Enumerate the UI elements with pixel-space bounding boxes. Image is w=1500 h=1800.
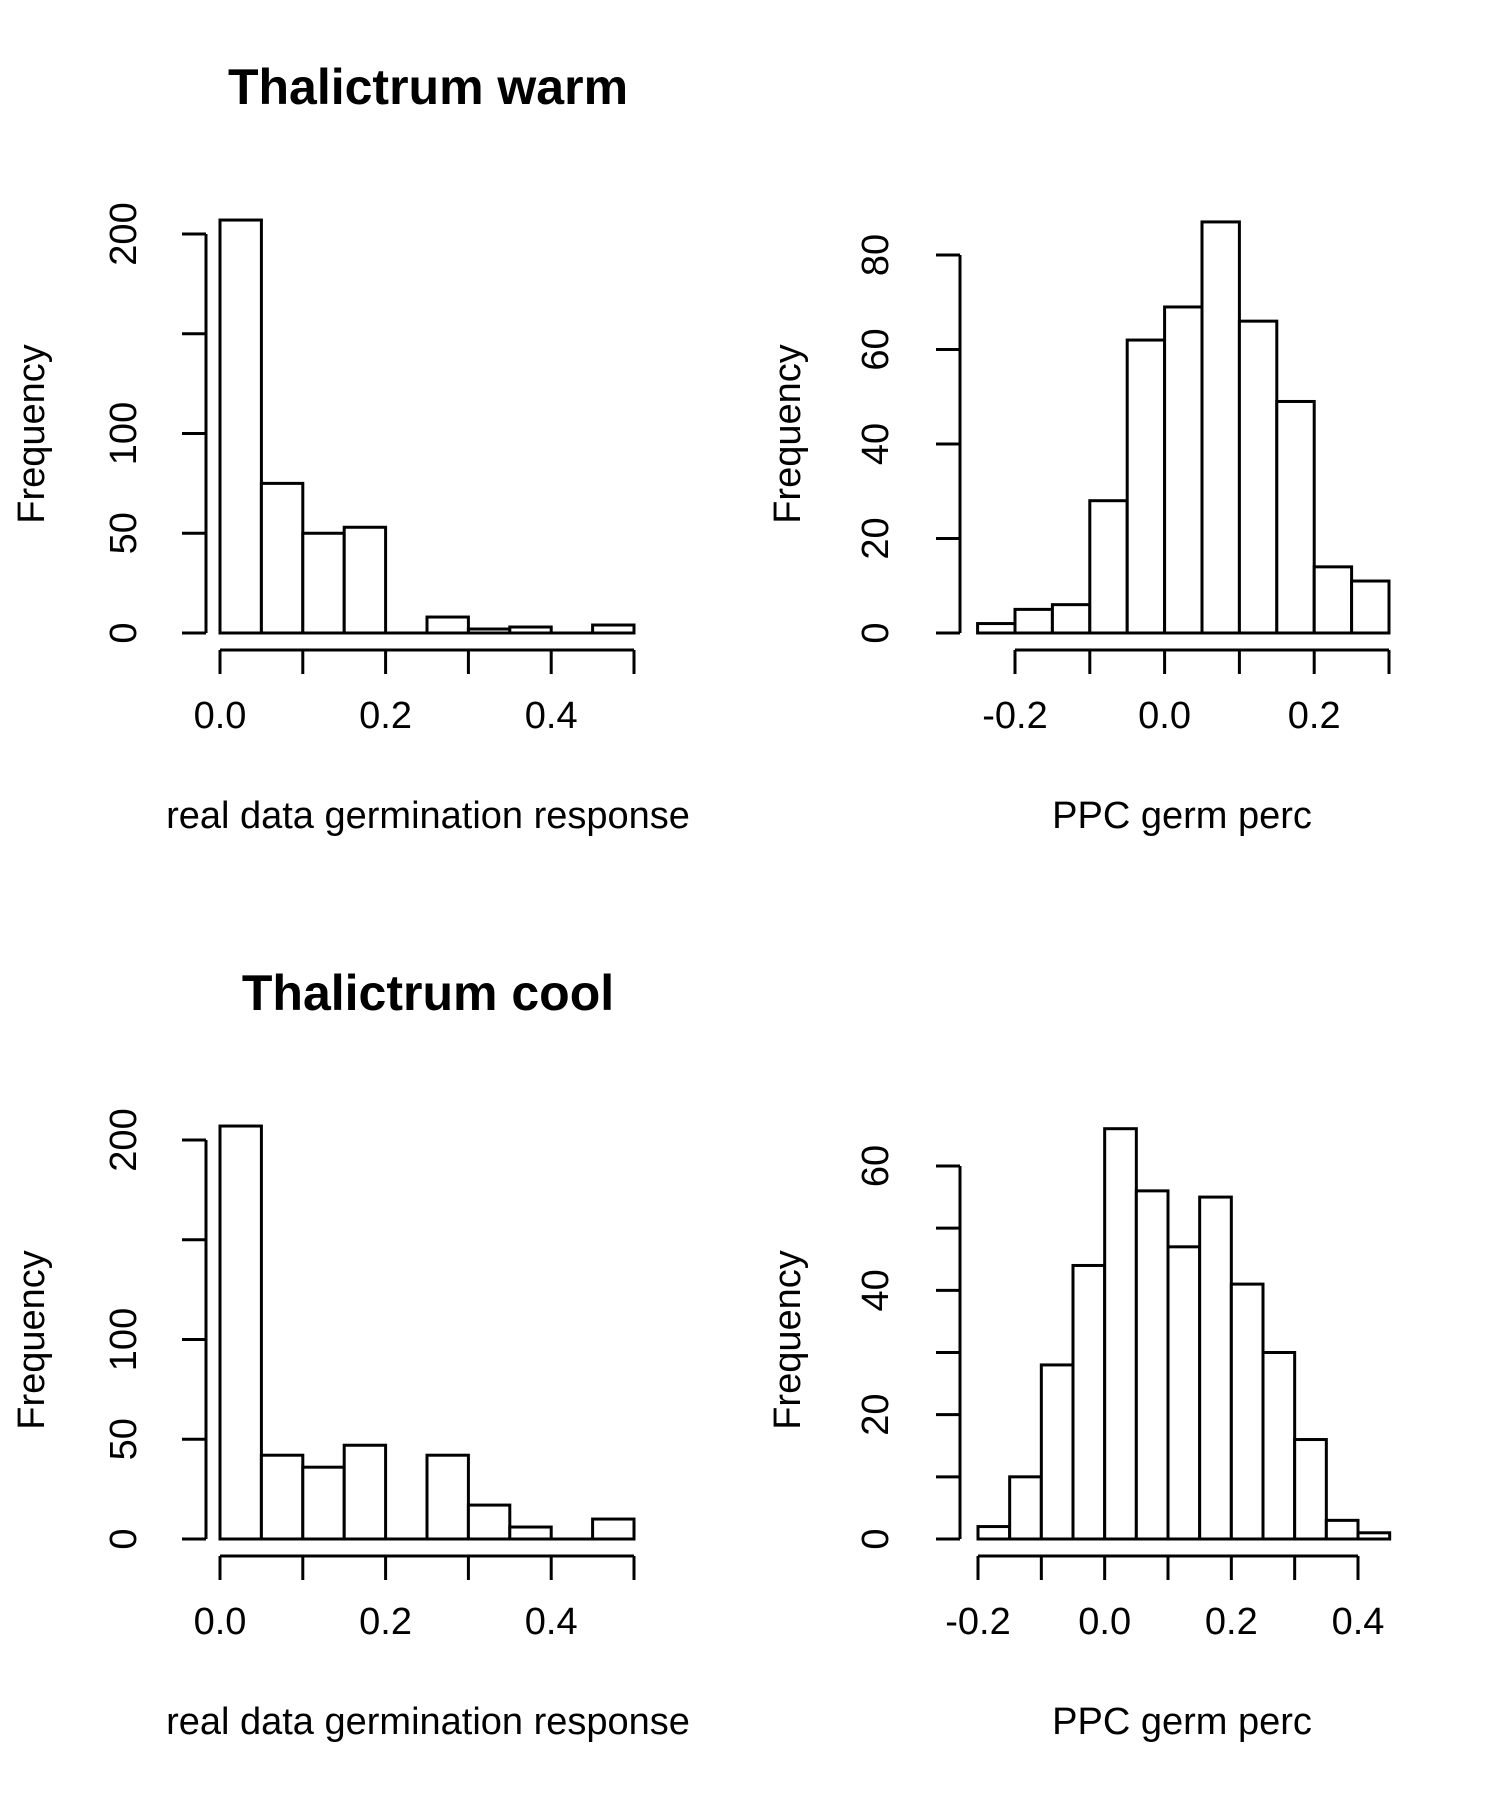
y-axis-label: Frequency — [11, 344, 53, 524]
histogram-bar — [1163, 305, 1204, 635]
x-tick-label: 0.0 — [194, 1601, 247, 1643]
x-tick-label: 0.0 — [1138, 695, 1191, 737]
y-tick-label: 100 — [103, 402, 145, 465]
histogram-panel-1: 0.0 0.2 0.4 0 50 100 200 Thalictrum warm real da… — [11, 59, 690, 837]
y-tick-label: 50 — [103, 1418, 145, 1460]
histogram-bar — [301, 531, 346, 635]
x-axis-label: real data germination response — [166, 1701, 690, 1743]
histogram-bar — [342, 525, 388, 635]
histogram-bar — [1356, 1531, 1392, 1541]
histogram-bar — [1237, 319, 1279, 635]
histogram-panel-3: 0.0 0.2 0.4 0 50 100 200 Thalictrum cool real da… — [11, 965, 690, 1743]
histogram-bar — [1229, 1282, 1265, 1541]
histogram-bar — [466, 627, 512, 635]
histogram-panel-2: -0.2 0.0 0.2 0 20 40 60 80 PPC germ perc Frequenc… — [767, 220, 1391, 837]
x-axis-label: PPC germ perc — [1052, 795, 1312, 837]
histogram-bar — [591, 1517, 636, 1541]
y-tick-label: 0 — [855, 1528, 897, 1549]
y-tick-label: 20 — [855, 1394, 897, 1436]
histogram-bar — [1103, 1127, 1138, 1541]
histogram-bar — [301, 1465, 346, 1541]
histogram-bar — [1200, 220, 1241, 635]
histogram-bar — [466, 1503, 512, 1541]
y-tick-label: 0 — [103, 1528, 145, 1549]
histogram-bar — [259, 1453, 305, 1541]
x-tick-label: 0.4 — [525, 1601, 578, 1643]
histogram-bar — [591, 623, 636, 635]
y-tick-label: 0 — [855, 622, 897, 643]
histogram-bar — [976, 1525, 1012, 1541]
histogram-bar — [259, 481, 305, 635]
x-tick-label: 0.0 — [194, 695, 247, 737]
histogram-bar — [342, 1443, 388, 1541]
chart-title: Thalictrum warm — [228, 59, 628, 115]
histogram-bar — [1125, 338, 1167, 635]
x-axis-label: real data germination response — [166, 795, 690, 837]
histogram-bar — [218, 218, 263, 635]
y-tick-label: 60 — [855, 328, 897, 370]
y-tick-label: 40 — [855, 1269, 897, 1311]
histogram-bar — [1312, 565, 1354, 635]
y-tick-label: 0 — [103, 622, 145, 643]
histogram-bar — [1261, 1351, 1297, 1541]
y-tick-label: 100 — [103, 1308, 145, 1371]
histogram-bar — [218, 1124, 263, 1541]
histogram-bar — [1198, 1195, 1233, 1541]
histogram-bar — [1050, 603, 1092, 635]
x-tick-label: -0.2 — [982, 695, 1047, 737]
histogram-bar — [1039, 1363, 1075, 1541]
histogram-bar — [1293, 1438, 1328, 1541]
histogram-bar — [508, 1525, 553, 1541]
histogram-bar — [1008, 1475, 1043, 1541]
histogram-bar — [1134, 1189, 1170, 1541]
histogram-bar — [425, 1453, 470, 1541]
y-tick-label: 60 — [855, 1145, 897, 1187]
x-tick-label: 0.2 — [359, 695, 412, 737]
y-tick-label: 50 — [103, 512, 145, 554]
x-tick-label: 0.0 — [1078, 1601, 1131, 1643]
histogram-bar — [425, 615, 470, 635]
histogram-bar — [1071, 1263, 1107, 1541]
y-axis-label: Frequency — [767, 1250, 809, 1430]
x-tick-label: 0.4 — [525, 695, 578, 737]
y-tick-label: 80 — [855, 234, 897, 276]
y-tick-label: 200 — [103, 202, 145, 265]
histogram-bar — [976, 622, 1017, 635]
x-axis-label: PPC germ perc — [1052, 1701, 1312, 1743]
x-tick-label: 0.4 — [1332, 1601, 1385, 1643]
histogram-bar — [1324, 1518, 1360, 1541]
x-tick-label: 0.2 — [1205, 1601, 1258, 1643]
y-tick-label: 40 — [855, 423, 897, 465]
chart-title: Thalictrum cool — [242, 965, 614, 1021]
y-axis-label: Frequency — [11, 1250, 53, 1430]
histogram-bar — [1350, 579, 1391, 635]
histogram-panel-4: -0.2 0.0 0.2 0.4 0 20 40 60 PPC germ perc Frequen… — [767, 1127, 1392, 1743]
histogram-bar — [1013, 607, 1054, 635]
y-tick-label: 200 — [103, 1108, 145, 1171]
x-tick-label: 0.2 — [359, 1601, 412, 1643]
y-axis-label: Frequency — [767, 344, 809, 524]
x-tick-label: 0.2 — [1288, 695, 1341, 737]
x-tick-label: -0.2 — [945, 1601, 1010, 1643]
histogram-bar — [1166, 1245, 1202, 1541]
histogram-bar — [1275, 399, 1316, 635]
y-tick-label: 20 — [855, 517, 897, 559]
histogram-bar — [1088, 499, 1129, 635]
histogram-bar — [508, 625, 553, 635]
